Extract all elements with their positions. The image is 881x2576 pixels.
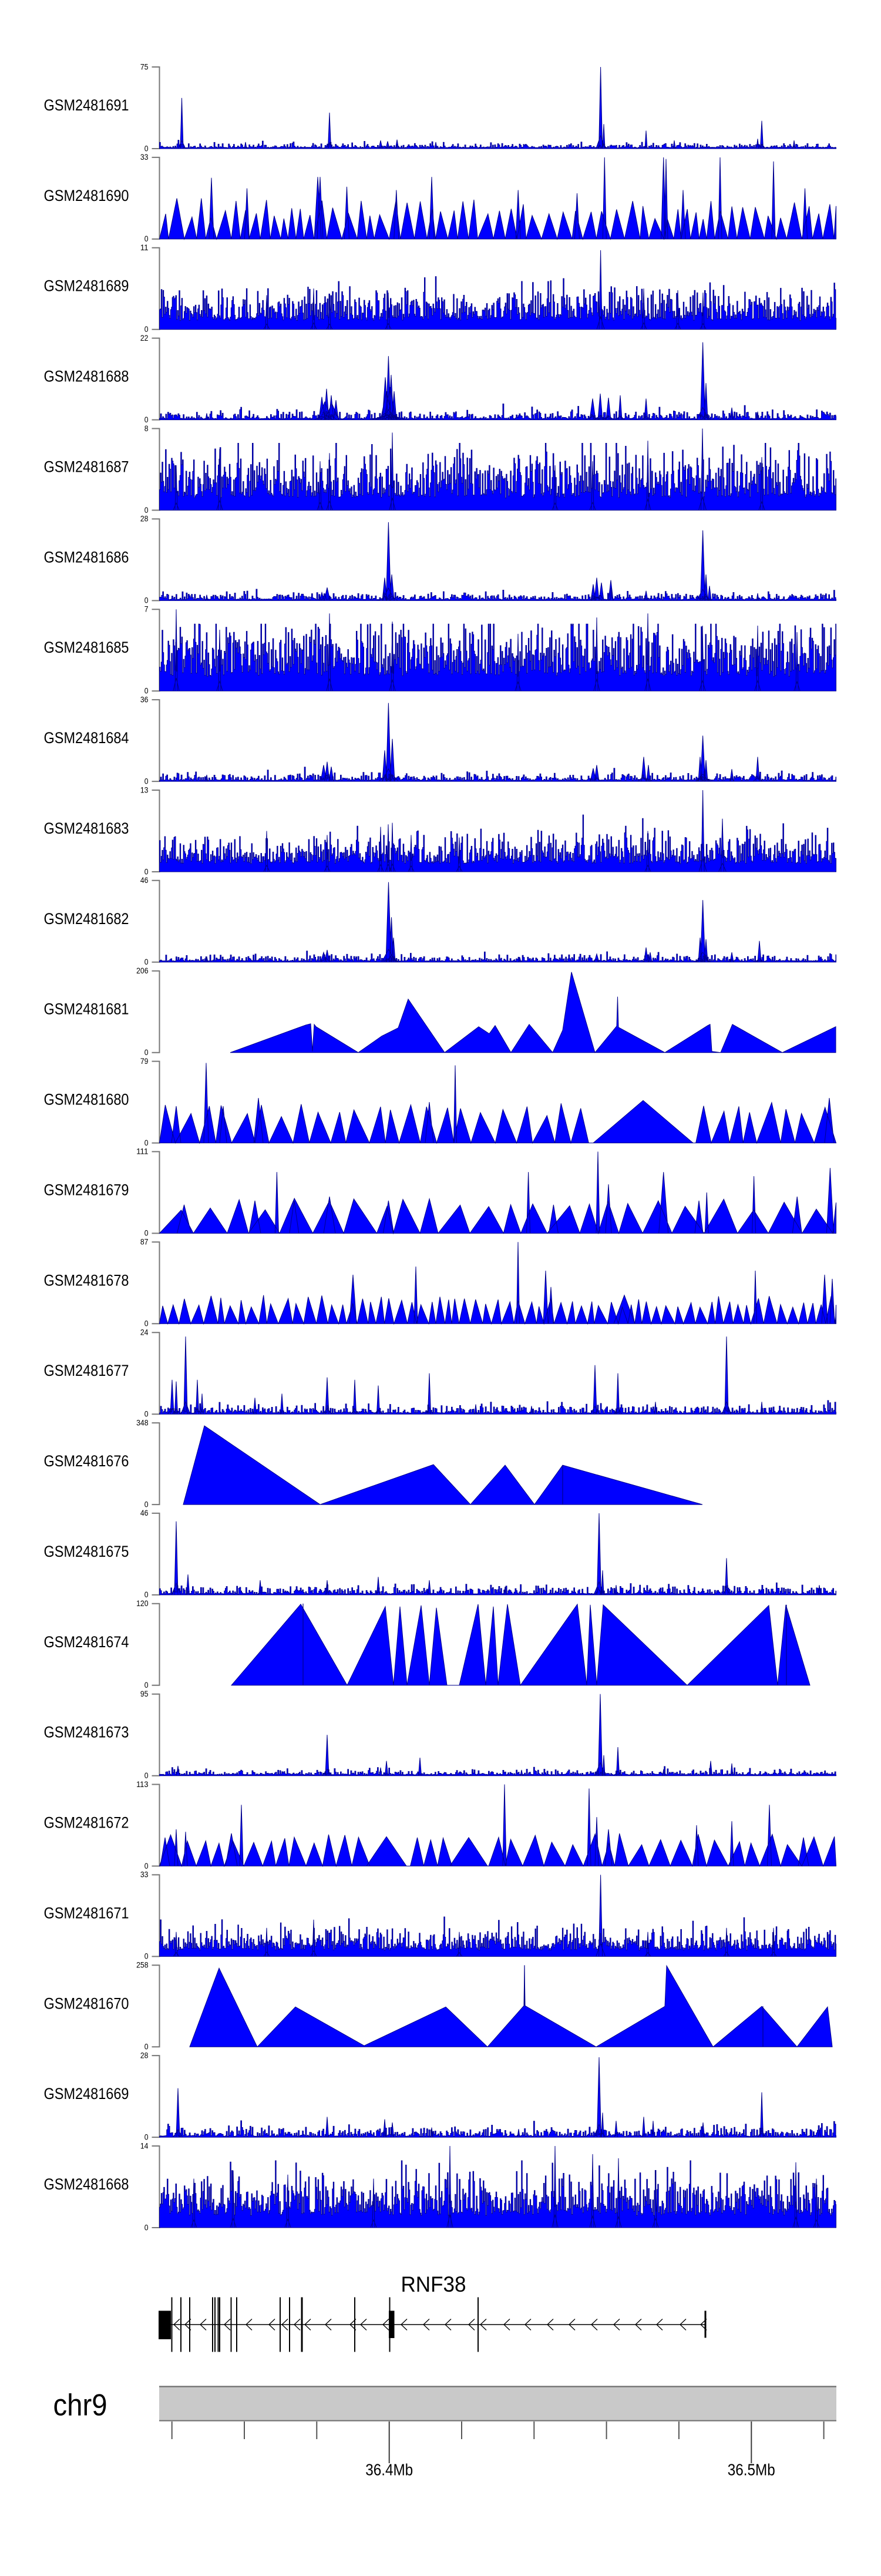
svg-text:0: 0 xyxy=(144,144,149,153)
svg-text:28: 28 xyxy=(140,515,149,523)
svg-text:GSM2481674: GSM2481674 xyxy=(44,1633,129,1651)
svg-text:0: 0 xyxy=(144,687,149,696)
svg-text:79: 79 xyxy=(140,1057,149,1066)
svg-text:chr9: chr9 xyxy=(53,2389,107,2423)
svg-text:24: 24 xyxy=(140,1328,149,1337)
svg-text:33: 33 xyxy=(140,1870,149,1879)
svg-text:33: 33 xyxy=(140,153,149,162)
svg-text:0: 0 xyxy=(144,1771,149,1780)
svg-text:13: 13 xyxy=(140,785,149,794)
svg-text:GSM2481680: GSM2481680 xyxy=(44,1091,129,1109)
svg-text:0: 0 xyxy=(144,1138,149,1147)
svg-text:258: 258 xyxy=(136,1961,149,1970)
svg-text:GSM2481684: GSM2481684 xyxy=(44,729,129,747)
svg-text:0: 0 xyxy=(144,867,149,876)
svg-text:87: 87 xyxy=(140,1238,149,1247)
svg-text:GSM2481691: GSM2481691 xyxy=(44,96,129,114)
svg-text:120: 120 xyxy=(136,1599,149,1608)
svg-text:75: 75 xyxy=(140,62,149,71)
svg-text:0: 0 xyxy=(144,506,149,515)
svg-text:GSM2481682: GSM2481682 xyxy=(44,910,129,928)
svg-text:GSM2481683: GSM2481683 xyxy=(44,820,129,837)
svg-text:GSM2481672: GSM2481672 xyxy=(44,1814,129,1832)
svg-text:0: 0 xyxy=(144,1500,149,1509)
svg-text:GSM2481688: GSM2481688 xyxy=(44,368,129,385)
svg-text:0: 0 xyxy=(144,1590,149,1599)
svg-text:GSM2481689: GSM2481689 xyxy=(44,277,129,295)
svg-text:348: 348 xyxy=(136,1418,149,1427)
svg-text:GSM2481687: GSM2481687 xyxy=(44,458,129,476)
svg-text:46: 46 xyxy=(140,1509,149,1517)
svg-text:GSM2481676: GSM2481676 xyxy=(44,1452,129,1470)
svg-text:0: 0 xyxy=(144,1048,149,1057)
svg-text:36.4Mb: 36.4Mb xyxy=(365,2461,413,2479)
svg-text:RNF38: RNF38 xyxy=(401,2272,466,2296)
svg-text:0: 0 xyxy=(144,2132,149,2141)
svg-text:GSM2481686: GSM2481686 xyxy=(44,548,129,566)
svg-text:0: 0 xyxy=(144,596,149,605)
svg-text:0: 0 xyxy=(144,325,149,334)
svg-text:GSM2481677: GSM2481677 xyxy=(44,1362,129,1379)
svg-text:GSM2481670: GSM2481670 xyxy=(44,1994,129,2012)
svg-text:0: 0 xyxy=(144,958,149,966)
svg-text:0: 0 xyxy=(144,2043,149,2051)
svg-text:95: 95 xyxy=(140,1690,149,1698)
svg-text:8: 8 xyxy=(144,424,149,433)
svg-text:0: 0 xyxy=(144,1229,149,1238)
svg-text:22: 22 xyxy=(140,334,149,342)
svg-text:36.5Mb: 36.5Mb xyxy=(728,2461,775,2479)
svg-text:GSM2481673: GSM2481673 xyxy=(44,1724,129,1741)
svg-text:GSM2481678: GSM2481678 xyxy=(44,1271,129,1289)
svg-text:GSM2481675: GSM2481675 xyxy=(44,1543,129,1560)
svg-text:0: 0 xyxy=(144,1681,149,1690)
svg-text:GSM2481671: GSM2481671 xyxy=(44,1904,129,1922)
svg-text:36: 36 xyxy=(140,695,149,704)
svg-text:0: 0 xyxy=(144,1319,149,1328)
svg-text:GSM2481669: GSM2481669 xyxy=(44,2085,129,2103)
svg-text:GSM2481668: GSM2481668 xyxy=(44,2175,129,2193)
svg-text:46: 46 xyxy=(140,876,149,885)
svg-text:14: 14 xyxy=(140,2141,149,2150)
svg-text:0: 0 xyxy=(144,777,149,785)
svg-text:0: 0 xyxy=(144,1410,149,1419)
svg-text:0: 0 xyxy=(144,234,149,243)
svg-text:0: 0 xyxy=(144,415,149,424)
svg-text:0: 0 xyxy=(144,2223,149,2232)
svg-text:GSM2481690: GSM2481690 xyxy=(44,187,129,204)
svg-text:11: 11 xyxy=(140,243,149,252)
svg-text:GSM2481679: GSM2481679 xyxy=(44,1181,129,1198)
svg-text:GSM2481685: GSM2481685 xyxy=(44,639,129,656)
svg-text:7: 7 xyxy=(144,605,149,614)
svg-text:0: 0 xyxy=(144,1862,149,1870)
svg-text:206: 206 xyxy=(136,966,149,975)
svg-text:111: 111 xyxy=(136,1147,148,1156)
svg-text:28: 28 xyxy=(140,2051,149,2060)
svg-text:GSM2481681: GSM2481681 xyxy=(44,1000,129,1018)
svg-text:0: 0 xyxy=(144,1952,149,1961)
svg-text:113: 113 xyxy=(136,1780,149,1789)
